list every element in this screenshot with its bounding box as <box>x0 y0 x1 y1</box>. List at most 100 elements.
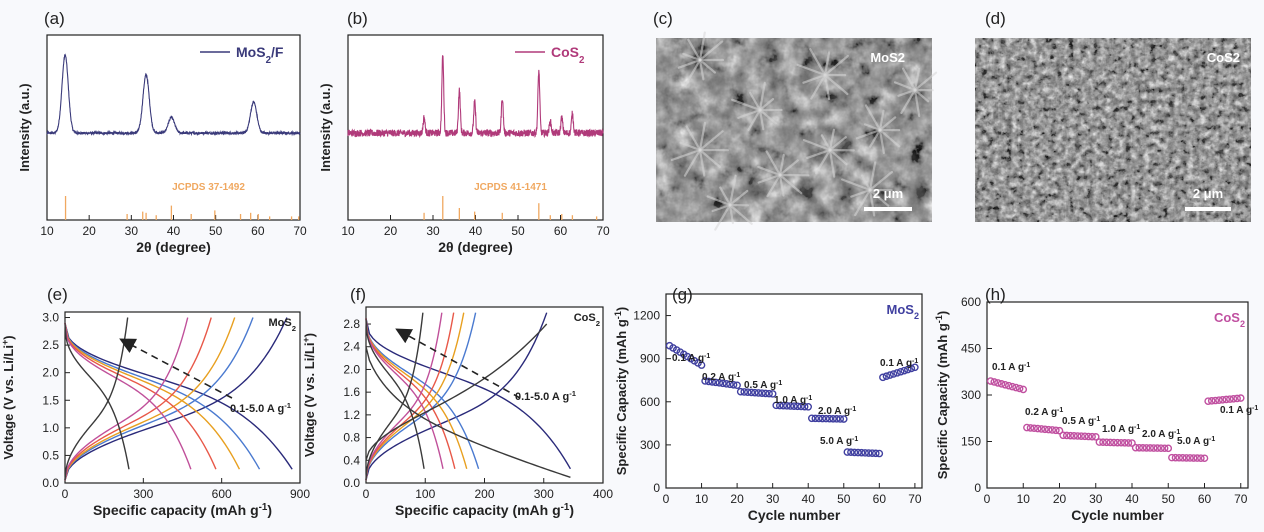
xrd-b-xtick-label: 10 <box>341 224 355 238</box>
rate-g-point <box>864 449 873 457</box>
xrd-b-ylabel: Intensity (a.u.) <box>318 83 333 171</box>
rate-g-segment-label: 1.0 A g-1 <box>774 395 812 407</box>
rate-g-point <box>825 414 834 423</box>
sem-c-scalebar <box>864 207 912 211</box>
rate-g-segment-label: 2.0 A g-1 <box>818 406 856 418</box>
cd-f-charge-3 <box>365 312 455 481</box>
rate-h-point <box>997 380 1006 388</box>
panel-label-a: (a) <box>44 9 65 28</box>
cd-f-first-charge <box>365 323 548 461</box>
sem-c-flake <box>878 128 886 154</box>
rate-g-point <box>896 367 905 376</box>
rate-h-xlabel: Cycle number <box>1071 507 1164 523</box>
sem-d-label: CoS2 <box>1207 50 1240 65</box>
rate-h-point <box>1211 396 1220 405</box>
rate-h-point <box>1207 397 1216 405</box>
sem-c-flake <box>698 148 706 177</box>
rate-g-ytick-label: 0 <box>653 481 660 495</box>
cd-f-ytick-label: 2.8 <box>343 317 360 331</box>
rate-g-point <box>779 401 788 410</box>
cd-e-annotation: 0.1-5.0 A g-1 <box>230 401 292 416</box>
rate-h-point <box>1095 438 1104 446</box>
sem-c-flake <box>828 148 848 166</box>
rate-h-point <box>990 378 999 386</box>
sem-c-flake <box>685 125 702 152</box>
rate-g-xtick-label: 10 <box>695 492 709 506</box>
panel-label-d: (d) <box>985 9 1006 28</box>
rate-h-point <box>1106 438 1115 447</box>
sem-c-flake <box>698 130 724 152</box>
cd-e-ytick-label: 1.0 <box>42 421 59 435</box>
rate-g-ytick-label: 600 <box>640 395 660 409</box>
rate-g-point <box>893 369 901 377</box>
rate-h-point <box>1102 438 1111 447</box>
panel-label-c: (c) <box>653 9 673 28</box>
cd-e-discharge-3 <box>64 322 217 470</box>
sem-c-flake <box>728 203 753 225</box>
rate-h-point <box>1226 395 1234 403</box>
rate-h-point <box>1073 432 1082 440</box>
rate-g-point <box>772 401 781 410</box>
sem-c-flake <box>878 109 885 132</box>
sem-c-flake <box>868 161 877 192</box>
rate-h-point <box>1117 438 1125 447</box>
sem-c-flake <box>687 38 702 62</box>
sem-c-flake <box>719 186 732 207</box>
xrd-a-xtick-label: 30 <box>125 224 139 238</box>
rate-h-point <box>1171 453 1180 462</box>
rate-h-point <box>1120 439 1129 447</box>
cd-f-ytick-label: 2.0 <box>343 362 360 376</box>
rate-h-point <box>1193 454 1202 462</box>
rate-g-point <box>868 449 877 457</box>
cd-e-ytick-label: 2.0 <box>42 366 59 380</box>
xrd-a-xtick-label: 20 <box>82 224 96 238</box>
cd-e-charge-3 <box>64 317 212 481</box>
rate-h-point <box>1135 443 1144 452</box>
rate-h-point <box>1023 423 1031 432</box>
rate-h-point <box>1008 382 1017 391</box>
xrd-b-legend-label: CoS2 <box>551 44 585 66</box>
rate-g-point <box>733 381 741 390</box>
cd-e-charge-4 <box>64 317 189 481</box>
rate-g-point <box>907 364 916 373</box>
sem-c-flake <box>864 104 882 132</box>
rate-g-point <box>847 448 855 457</box>
rate-h-segment-label: 2.0 A g-1 <box>1142 429 1180 441</box>
sem-c-flake <box>728 189 749 207</box>
rate-g-xlabel: Cycle number <box>748 507 841 523</box>
sem-c-flake <box>714 203 732 231</box>
sem-c-flake <box>778 173 785 197</box>
cd-e-legend-label: MoS2 <box>268 317 296 333</box>
rate-g-point <box>751 388 759 397</box>
rate-h-point <box>1149 444 1158 452</box>
cd-f-ytick-label: 2.4 <box>343 340 360 354</box>
rate-h-point <box>1189 454 1198 462</box>
rate-g-point <box>889 370 898 378</box>
rate-g-point <box>818 414 827 423</box>
rate-h-xtick-label: 10 <box>1017 492 1031 506</box>
rate-h-xtick-label: 40 <box>1125 492 1139 506</box>
sem-c-flake <box>737 108 762 120</box>
rate-h-segment-label: 0.2 A g-1 <box>1025 407 1063 419</box>
xrd-b-xtick-label: 70 <box>596 224 610 238</box>
sem-c-flake <box>823 54 850 77</box>
cd-f-ytick-label: 1.6 <box>343 385 360 399</box>
rate-g-point <box>775 401 784 410</box>
cd-f-discharge-0 <box>365 318 572 470</box>
sem-c-flake <box>698 148 722 168</box>
rate-h-point <box>1236 394 1245 402</box>
cd-f-xtick-label: 400 <box>593 487 613 501</box>
rate-g-point <box>715 379 724 387</box>
rate-h-point <box>1062 431 1071 440</box>
xrd-b-xtick-label: 50 <box>511 224 525 238</box>
sem-c-flake <box>823 73 831 101</box>
rate-g-segment-label: 0.2 A g-1 <box>702 372 740 384</box>
cd-f-xtick-label: 100 <box>415 487 435 501</box>
rate-h-point <box>1055 426 1064 435</box>
sem-c-flake <box>802 139 832 152</box>
sem-c-flake <box>679 141 702 152</box>
xrd-a-xlabel: 2θ (degree) <box>136 239 210 255</box>
cd-e-ylabel: Voltage (V vs. Li/Li+) <box>0 335 16 459</box>
rate-h-point <box>1033 424 1042 433</box>
xrd-a-xtick-label: 60 <box>251 224 265 238</box>
